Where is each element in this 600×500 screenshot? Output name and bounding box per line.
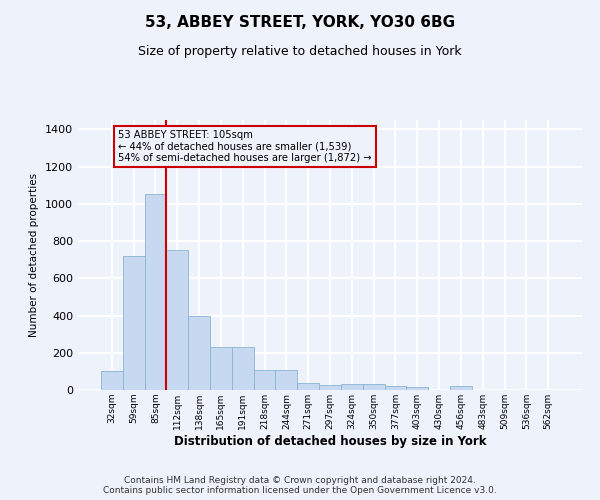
- Bar: [166, 250, 188, 390]
- Bar: [275, 370, 297, 390]
- Text: Contains HM Land Registry data © Crown copyright and database right 2024.
Contai: Contains HM Land Registry data © Crown c…: [103, 476, 497, 495]
- Bar: [145, 194, 166, 390]
- Bar: [341, 384, 363, 390]
- Bar: [319, 386, 341, 390]
- Text: Size of property relative to detached houses in York: Size of property relative to detached ho…: [138, 45, 462, 58]
- Y-axis label: Number of detached properties: Number of detached properties: [29, 173, 40, 337]
- Text: 53 ABBEY STREET: 105sqm
← 44% of detached houses are smaller (1,539)
54% of semi: 53 ABBEY STREET: 105sqm ← 44% of detache…: [118, 130, 372, 164]
- Bar: [297, 382, 319, 390]
- Bar: [232, 347, 254, 390]
- Bar: [385, 386, 406, 390]
- Bar: [123, 256, 145, 390]
- Bar: [210, 347, 232, 390]
- Bar: [188, 316, 210, 390]
- Bar: [363, 384, 385, 390]
- Bar: [254, 370, 275, 390]
- Text: 53, ABBEY STREET, YORK, YO30 6BG: 53, ABBEY STREET, YORK, YO30 6BG: [145, 15, 455, 30]
- Bar: [450, 386, 472, 390]
- X-axis label: Distribution of detached houses by size in York: Distribution of detached houses by size …: [174, 434, 486, 448]
- Bar: [406, 387, 428, 390]
- Bar: [101, 372, 123, 390]
